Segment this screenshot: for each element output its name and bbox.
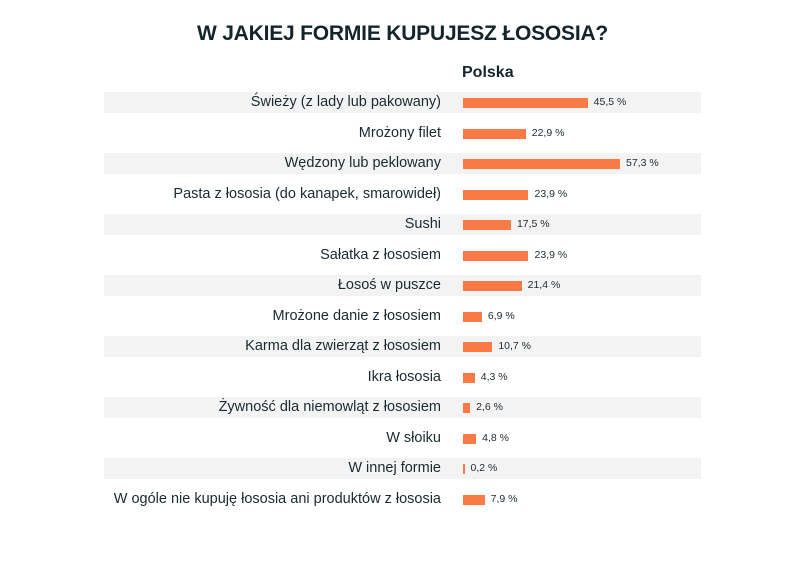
chart-row: Świeży (z lady lub pakowany) 45,5 % bbox=[104, 92, 701, 123]
value-label: 2,6 % bbox=[476, 401, 503, 413]
value-label: 17,5 % bbox=[516, 218, 550, 230]
row-stripe bbox=[104, 458, 701, 479]
bar bbox=[463, 98, 588, 108]
category-label: W innej formie bbox=[348, 460, 441, 476]
category-label: Sushi bbox=[404, 216, 441, 232]
category-label: Wędzony lub peklowany bbox=[284, 155, 441, 171]
chart-row: W ogóle nie kupuję łososia ani produktów… bbox=[104, 489, 701, 520]
value-label: 23,9 % bbox=[534, 187, 568, 200]
value-label: 0,2 % bbox=[470, 462, 498, 474]
bar bbox=[463, 250, 529, 261]
category-label: W ogóle nie kupuję łososia ani produktów… bbox=[113, 490, 441, 507]
bar bbox=[463, 220, 511, 230]
category-label: Sałatka z łososiem bbox=[320, 246, 441, 263]
bar bbox=[463, 281, 522, 291]
category-label: Świeży (z lady lub pakowany) bbox=[250, 94, 441, 110]
chart-row: Mrożony filet 22,9 % bbox=[104, 123, 701, 154]
chart-row: Wędzony lub peklowany 57,3 % bbox=[104, 153, 701, 184]
category-label: Mrożony filet bbox=[358, 124, 441, 141]
value-label: 7,9 % bbox=[490, 492, 518, 505]
row-stripe bbox=[104, 214, 701, 235]
bar bbox=[463, 372, 475, 383]
chart-row: Mrożone danie z łososiem 6,9 % bbox=[104, 306, 701, 337]
chart-row: Żywność dla niemowląt z łososiem 2,6 % bbox=[104, 397, 701, 428]
series-label: Polska bbox=[462, 64, 514, 81]
chart-title: W JAKIEJ FORMIE KUPUJESZ ŁOSOSIA? bbox=[196, 22, 609, 45]
category-label: Ikra łososia bbox=[367, 368, 441, 385]
row-stripe bbox=[104, 397, 701, 418]
category-label: Karma dla zwierząt z łososiem bbox=[245, 338, 441, 354]
bar bbox=[463, 189, 529, 200]
category-label: Żywność dla niemowląt z łososiem bbox=[218, 399, 441, 415]
value-label: 10,7 % bbox=[498, 340, 532, 352]
value-label: 4,8 % bbox=[482, 431, 509, 444]
bar bbox=[463, 494, 485, 505]
value-label: 57,3 % bbox=[626, 157, 659, 169]
value-label: 22,9 % bbox=[531, 126, 565, 139]
chart-row: Pasta z łososia (do kanapek, smarowideł)… bbox=[104, 184, 701, 215]
chart-row: W innej formie 0,2 % bbox=[104, 458, 701, 489]
value-label: 6,9 % bbox=[487, 309, 515, 322]
category-label: Mrożone danie z łososiem bbox=[272, 307, 441, 324]
value-label: 45,5 % bbox=[593, 96, 627, 108]
bar bbox=[463, 159, 620, 169]
chart-row: W słoiku 4,8 % bbox=[104, 428, 701, 459]
bar bbox=[463, 128, 526, 139]
value-label: 21,4 % bbox=[527, 279, 561, 291]
category-label: W słoiku bbox=[386, 429, 441, 446]
bar-chart: Świeży (z lady lub pakowany) 45,5 % Mrożon… bbox=[104, 92, 701, 519]
value-label: 4,3 % bbox=[480, 370, 508, 383]
chart-row: Ikra łososia 4,3 % bbox=[104, 367, 701, 398]
bar bbox=[463, 342, 493, 352]
category-label: Łosoś w puszce bbox=[337, 277, 441, 293]
row-stripe bbox=[104, 275, 701, 296]
chart-row: Sałatka z łososiem 23,9 % bbox=[104, 245, 701, 276]
bar bbox=[463, 311, 482, 322]
bar bbox=[463, 433, 477, 444]
value-label: 23,9 % bbox=[534, 248, 568, 261]
chart-row: Karma dla zwierząt z łososiem 10,7 % bbox=[104, 336, 701, 367]
chart-row: Sushi 17,5 % bbox=[104, 214, 701, 245]
category-label: Pasta z łososia (do kanapek, smarowideł) bbox=[173, 185, 441, 202]
row-stripe bbox=[104, 336, 701, 357]
bar bbox=[463, 403, 471, 413]
bar bbox=[463, 464, 465, 474]
chart-row: Łosoś w puszce 21,4 % bbox=[104, 275, 701, 306]
